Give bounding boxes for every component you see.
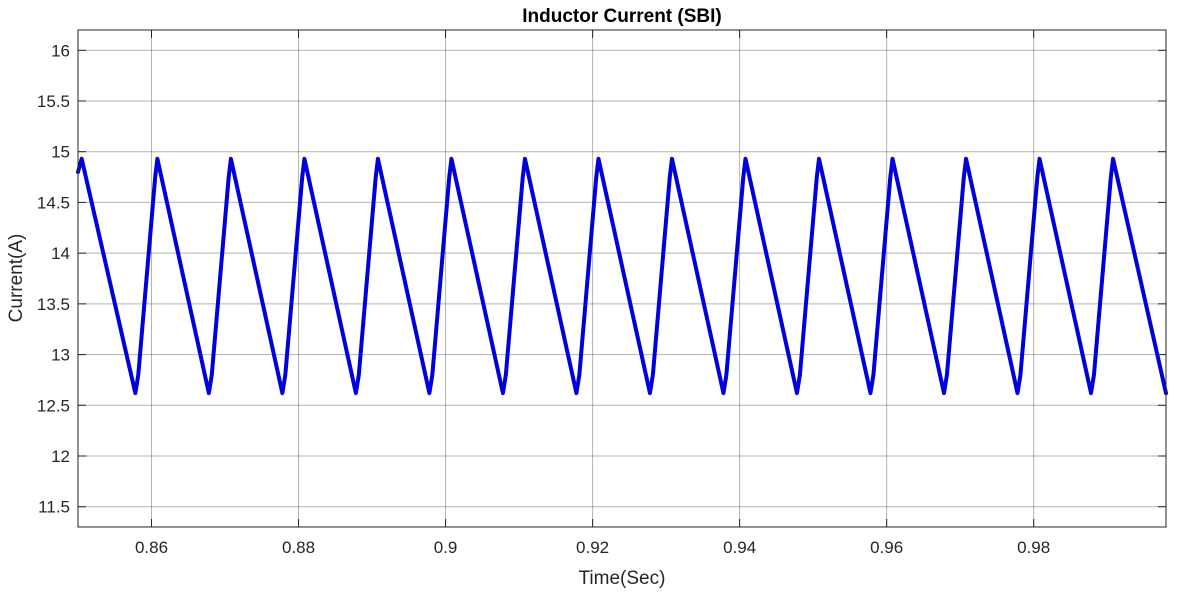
plot-frame <box>77 29 1167 528</box>
x-tick-label: 0.86 <box>135 538 168 557</box>
chart-title: Inductor Current (SBI) <box>522 6 722 27</box>
grid-lines <box>78 30 1166 527</box>
x-tick-label: 0.98 <box>1017 538 1050 557</box>
y-tick-label: 12.5 <box>37 396 70 415</box>
y-tick-label: 12 <box>51 447 70 466</box>
y-tick-label: 14 <box>51 244 70 263</box>
plot-background <box>78 30 1166 527</box>
y-tick-label: 15 <box>51 143 70 162</box>
y-tick-label: 16 <box>51 41 70 60</box>
y-axis-label: Current(A) <box>6 234 27 323</box>
x-tick-label: 0.94 <box>723 538 756 557</box>
y-tick-label: 15.5 <box>37 92 70 111</box>
tick-marks <box>78 30 1166 527</box>
x-axis-label: Time(Sec) <box>579 568 666 589</box>
series-line <box>76 156 1168 396</box>
y-tick-label: 14.5 <box>37 193 70 212</box>
y-tick-labels: 11.5 12 12.5 13 13.5 14 14.5 15 15.5 16 <box>37 41 70 516</box>
x-tick-label: 0.92 <box>576 538 609 557</box>
y-tick-label: 13.5 <box>37 295 70 314</box>
x-tick-label: 0.9 <box>434 538 458 557</box>
y-tick-label: 11.5 <box>38 498 70 517</box>
y-tick-label: 13 <box>51 346 70 365</box>
x-tick-label: 0.88 <box>282 538 315 557</box>
x-tick-labels: 0.86 0.88 0.9 0.92 0.94 0.96 0.98 <box>135 538 1050 557</box>
x-tick-label: 0.96 <box>870 538 903 557</box>
